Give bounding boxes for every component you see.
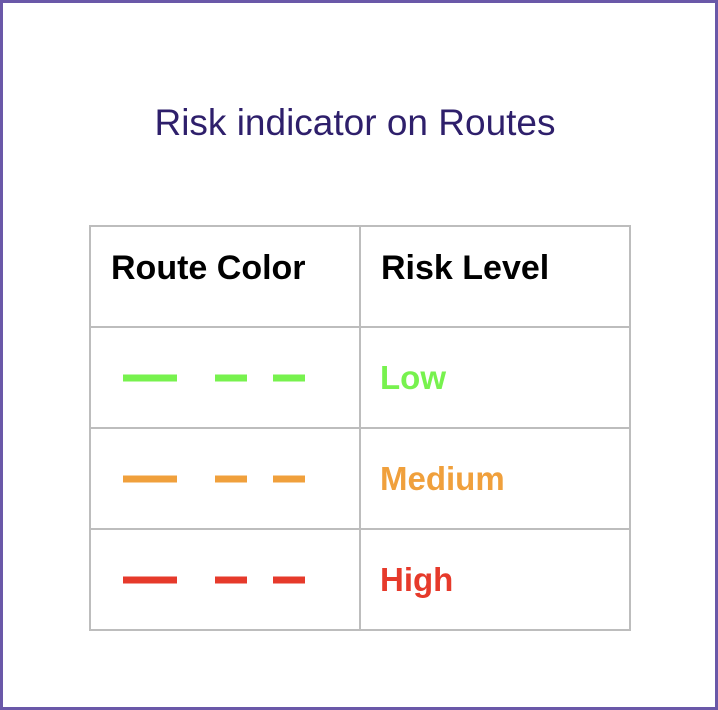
- risk-level-cell: High: [359, 528, 631, 631]
- route-color-cell: [89, 528, 361, 631]
- risk-level-cell: Low: [359, 326, 631, 429]
- header-risk-level: Risk Level: [381, 249, 550, 287]
- route-color-cell: [89, 427, 361, 530]
- table-row-low: Low: [89, 326, 631, 429]
- table-row-high: High: [89, 528, 631, 631]
- risk-label-high: High: [380, 560, 454, 598]
- diagram-title: Risk indicator on Routes: [154, 102, 556, 143]
- route-line-low: [123, 374, 305, 381]
- header-route-color: Route Color: [111, 249, 306, 287]
- route-line-high: [123, 576, 305, 583]
- risk-level-cell: Medium: [359, 427, 631, 530]
- risk-legend-table: Route Color Risk Level Low M: [89, 225, 631, 631]
- table-header-row: Route Color Risk Level: [89, 225, 631, 328]
- route-line-medium: [123, 475, 305, 482]
- header-cell-risk-level: Risk Level: [359, 225, 631, 328]
- route-color-cell: [89, 326, 361, 429]
- risk-label-medium: Medium: [380, 459, 505, 497]
- table-row-medium: Medium: [89, 427, 631, 530]
- risk-label-low: Low: [380, 358, 446, 396]
- header-cell-route-color: Route Color: [89, 225, 361, 328]
